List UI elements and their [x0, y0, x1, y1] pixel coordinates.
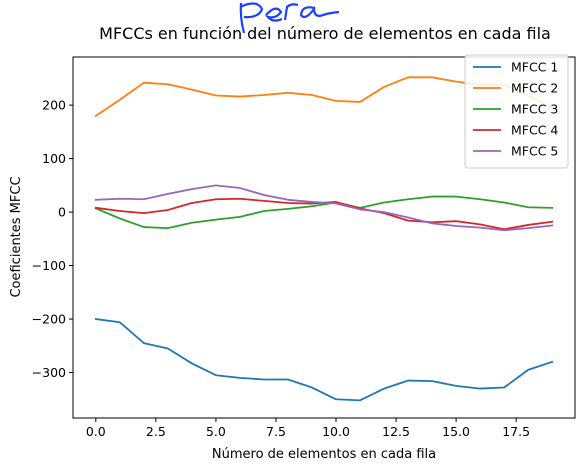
legend-label-mfcc-2: MFCC 2 — [511, 81, 558, 96]
x-axis-label: Número de elementos en cada fila — [212, 447, 436, 462]
x-tick-label: 0.0 — [86, 424, 106, 439]
series-line-mfcc-3 — [94, 195, 554, 230]
legend-box — [464, 54, 569, 169]
legend-label-mfcc-3: MFCC 3 — [511, 102, 558, 117]
legend: MFCC 1 MFCC 2 MFCC 3 MFCC 4 MFCC 5 — [464, 54, 569, 169]
legend-label-mfcc-4: MFCC 4 — [511, 123, 558, 138]
legend-label-mfcc-1: MFCC 1 — [511, 60, 558, 75]
plot-frame — [72, 56, 576, 419]
x-tick-label: 2.5 — [146, 424, 166, 439]
y-tick-label: 200 — [42, 98, 66, 113]
x-tick-label: 17.5 — [502, 424, 530, 439]
series-line-mfcc-1 — [94, 318, 554, 402]
x-tick-label: 5.0 — [206, 424, 226, 439]
x-axis: 0.0 2.5 5.0 7.5 10.0 12.5 15.0 17.5 — [86, 418, 530, 439]
x-tick-label: 10.0 — [322, 424, 350, 439]
y-tick-label: 100 — [42, 151, 66, 166]
series-layer — [94, 76, 554, 402]
x-tick-label: 7.5 — [266, 424, 286, 439]
series-line-mfcc-5 — [94, 184, 554, 232]
y-tick-label: 0 — [58, 205, 66, 220]
legend-label-mfcc-5: MFCC 5 — [511, 144, 558, 159]
handwritten-scribble — [239, 2, 340, 34]
y-axis: −300 −200 −100 0 100 200 — [32, 98, 73, 380]
y-tick-label: −300 — [32, 365, 66, 380]
y-axis-label: Coeficientes MFCC — [9, 176, 24, 297]
y-tick-label: −100 — [32, 258, 66, 273]
y-tick-label: −200 — [32, 312, 66, 327]
chart-title: MFCCs en función del número de elementos… — [99, 24, 551, 43]
x-tick-label: 12.5 — [382, 424, 410, 439]
x-tick-label: 15.0 — [442, 424, 470, 439]
